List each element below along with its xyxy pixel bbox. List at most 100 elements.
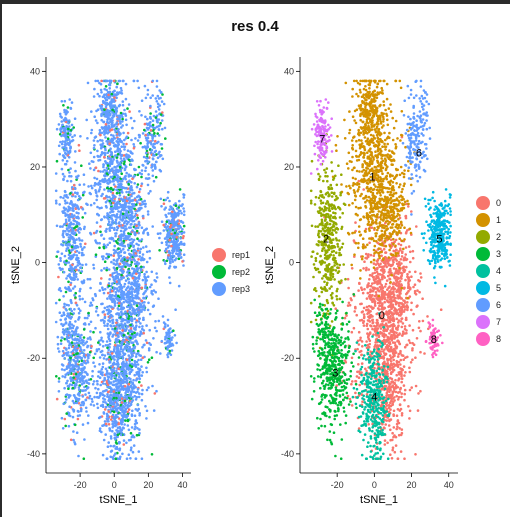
data-point — [138, 325, 141, 329]
data-point — [395, 414, 399, 418]
data-point — [418, 290, 421, 294]
data-point — [148, 285, 152, 289]
data-point — [391, 327, 394, 330]
data-point — [396, 355, 400, 358]
data-point — [128, 360, 131, 363]
data-point — [126, 424, 130, 427]
data-point — [373, 366, 376, 370]
data-point — [391, 448, 395, 452]
data-point — [94, 310, 98, 313]
data-point — [133, 414, 137, 418]
data-point — [398, 332, 401, 335]
data-point — [141, 308, 144, 311]
data-point — [391, 341, 395, 344]
data-point — [86, 359, 89, 362]
data-point — [148, 312, 152, 316]
data-point — [409, 361, 413, 364]
data-point — [127, 382, 131, 386]
data-point — [106, 305, 109, 309]
data-point — [363, 260, 366, 264]
data-point — [114, 291, 118, 294]
data-point — [380, 275, 384, 279]
data-point — [135, 395, 139, 399]
data-point — [142, 246, 145, 249]
data-point — [383, 276, 387, 279]
data-point — [126, 406, 129, 410]
data-point — [120, 275, 123, 279]
data-point — [140, 374, 144, 377]
window-left-strip — [0, 0, 2, 517]
data-point — [106, 343, 110, 347]
data-point — [137, 258, 140, 261]
data-point — [151, 225, 154, 228]
data-point — [145, 250, 149, 254]
data-point — [100, 349, 104, 353]
data-point — [135, 433, 139, 437]
data-point — [409, 260, 412, 264]
data-point — [86, 316, 89, 320]
data-point — [419, 272, 422, 275]
data-point — [343, 316, 347, 320]
data-point — [399, 450, 403, 453]
data-point — [136, 332, 139, 335]
data-point — [119, 283, 123, 287]
data-point — [362, 188, 366, 191]
data-point — [416, 409, 420, 412]
data-point — [400, 325, 404, 329]
data-point — [360, 362, 364, 365]
data-point — [101, 345, 105, 348]
data-point — [129, 327, 133, 330]
data-point — [388, 332, 391, 335]
data-point — [354, 221, 357, 224]
data-point — [126, 332, 130, 335]
data-point — [125, 372, 128, 376]
data-point — [412, 285, 415, 289]
data-point — [109, 284, 113, 288]
data-point — [408, 370, 412, 374]
data-point — [410, 275, 413, 279]
data-point — [364, 268, 368, 272]
data-point — [419, 276, 423, 279]
data-point — [146, 361, 150, 364]
data-point — [134, 425, 137, 429]
data-point — [136, 403, 140, 407]
data-point — [368, 241, 371, 245]
data-point — [129, 448, 133, 452]
data-point — [105, 340, 109, 343]
data-point — [138, 380, 141, 384]
data-point — [400, 255, 404, 258]
data-point — [410, 308, 413, 312]
data-point — [399, 258, 403, 261]
data-point — [138, 392, 141, 395]
data-point — [146, 308, 150, 312]
data-point — [105, 268, 108, 272]
data-point — [400, 392, 404, 395]
data-point — [147, 358, 151, 362]
data-point — [109, 253, 113, 257]
data-point — [153, 279, 156, 282]
data-point — [96, 375, 100, 378]
data-point — [384, 423, 388, 426]
data-point — [354, 379, 357, 383]
data-point — [154, 290, 157, 294]
data-point — [103, 267, 106, 270]
data-point — [359, 349, 363, 353]
data-point — [407, 205, 410, 208]
data-point — [137, 320, 141, 323]
data-point — [126, 321, 129, 324]
data-point — [97, 347, 101, 351]
data-point — [145, 366, 148, 370]
data-point — [400, 380, 404, 384]
data-point — [141, 278, 145, 282]
data-point — [154, 320, 157, 323]
data-point — [150, 270, 154, 274]
data-point — [389, 314, 392, 318]
data-point — [144, 245, 148, 248]
data-point — [95, 221, 99, 224]
data-point — [123, 423, 126, 426]
data-point — [356, 347, 359, 351]
data-point — [387, 424, 391, 427]
data-point — [389, 453, 392, 457]
data-point — [400, 431, 404, 435]
data-point — [415, 225, 418, 228]
